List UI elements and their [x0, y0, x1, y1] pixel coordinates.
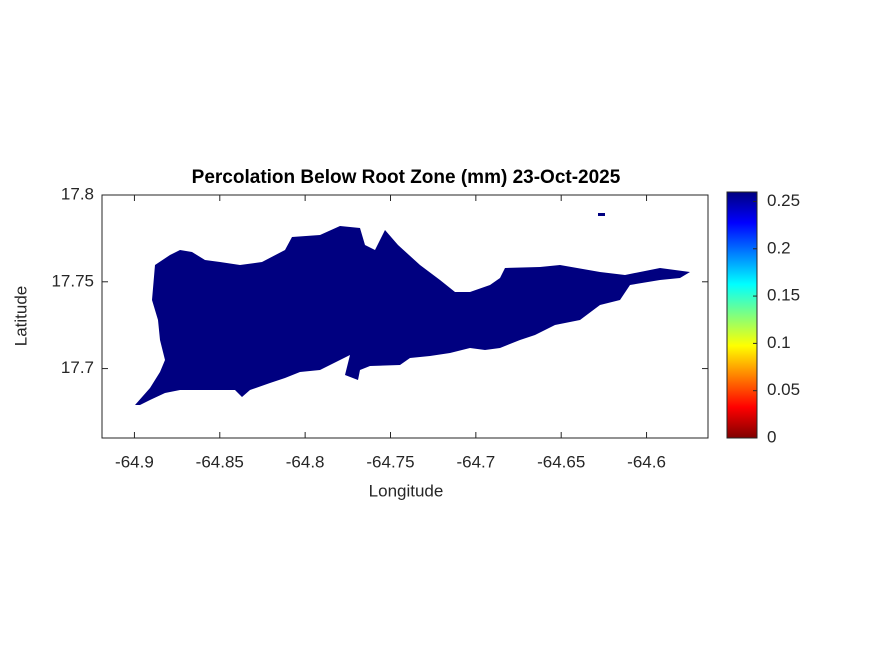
x-tick-label: -64.8	[286, 452, 325, 471]
x-tick-label: -64.85	[196, 452, 244, 471]
x-tick-label: -64.6	[627, 452, 666, 471]
land-region	[135, 226, 690, 405]
y-axis-label: Latitude	[11, 286, 30, 347]
colorbar-tick-label: 0	[767, 427, 776, 446]
colorbar-tick-label: 0.15	[767, 286, 800, 305]
colorbar	[726, 191, 758, 439]
y-tick-label: 17.75	[51, 271, 94, 290]
y-tick-label: 17.7	[61, 358, 94, 377]
island	[135, 213, 690, 405]
x-tick-label: -64.9	[115, 452, 154, 471]
colorbar-tick-label: 0.05	[767, 380, 800, 399]
islet	[598, 213, 605, 216]
colorbar-tick-label: 0.25	[767, 191, 800, 210]
x-tick-label: -64.65	[537, 452, 585, 471]
x-axis-label: Longitude	[369, 481, 444, 500]
colorbar-tick-label: 0.1	[767, 333, 791, 352]
chart-title: Percolation Below Root Zone (mm) 23-Oct-…	[192, 167, 621, 188]
x-tick-label: -64.7	[456, 452, 495, 471]
x-tick-label: -64.75	[366, 452, 414, 471]
axes-box	[101, 194, 709, 439]
y-tick-label: 17.8	[61, 184, 94, 203]
colorbar-tick-label: 0.2	[767, 238, 791, 257]
